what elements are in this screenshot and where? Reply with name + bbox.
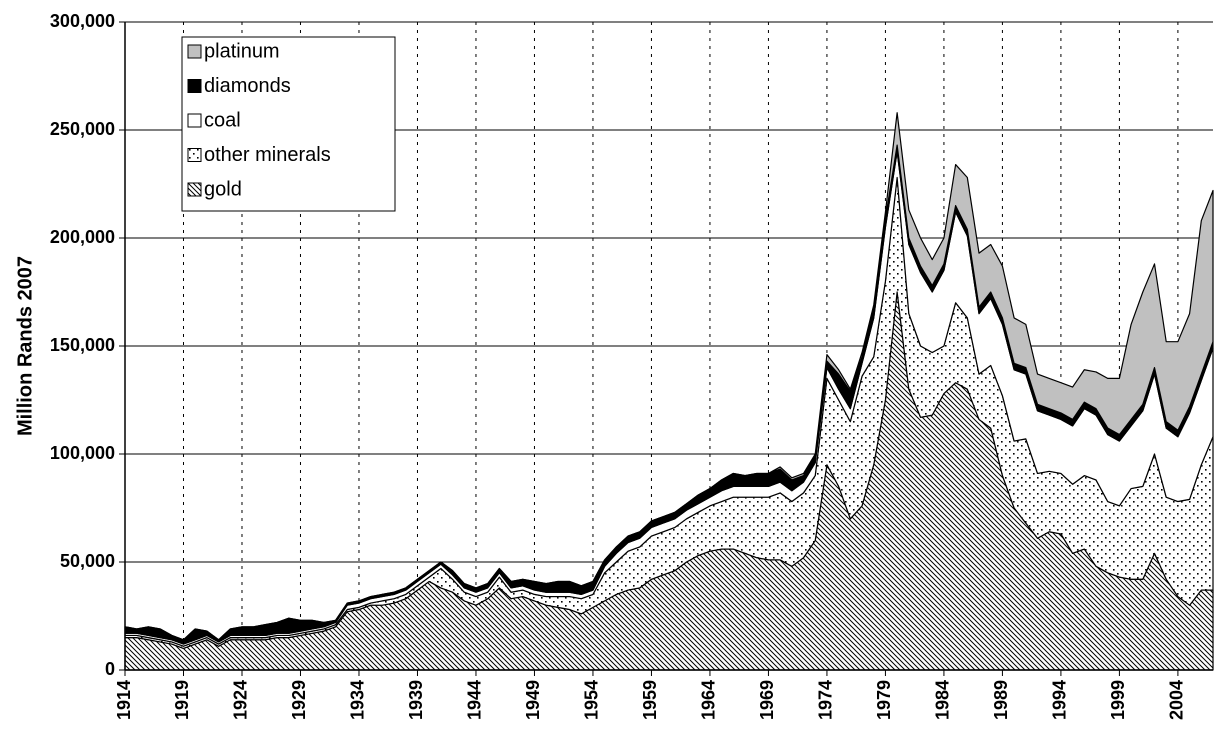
legend-box (181, 36, 396, 212)
areas (124, 112, 1214, 671)
legend-label: coal (204, 109, 241, 131)
y-tick-label: 0 (105, 659, 115, 679)
x-tick-label: 1989 (991, 680, 1011, 720)
x-tick-label: 2004 (1167, 680, 1187, 720)
legend-label: diamonds (204, 75, 291, 97)
x-tick-label: 1954 (582, 680, 602, 720)
x-tick-label: 1914 (114, 680, 134, 720)
x-tick-label: 1949 (523, 680, 543, 720)
area (124, 112, 1214, 641)
x-tick-label: 1939 (406, 680, 426, 720)
y-tick-label: 150,000 (50, 335, 115, 355)
legend-swatch (187, 148, 202, 162)
x-tick-label: 1969 (757, 680, 777, 720)
x-tick-label: 1984 (933, 680, 953, 720)
legend: platinum diamonds coal other minerals gold (181, 36, 396, 212)
legend-swatch (187, 79, 202, 93)
legend-label: platinum (204, 40, 280, 62)
legend-label: gold (204, 178, 242, 200)
x-tick-label: 1934 (348, 680, 368, 720)
x-tick-label: 1994 (1050, 680, 1070, 720)
y-tick-label: 250,000 (50, 119, 115, 139)
y-tick-label: 100,000 (50, 443, 115, 463)
legend-swatch (187, 44, 202, 59)
y-tick-label: 200,000 (50, 227, 115, 247)
y-tick-label: 50,000 (60, 551, 115, 571)
x-tick-label: 1979 (874, 680, 894, 720)
x-tick-label: 1959 (640, 680, 660, 720)
x-tick-label: 1919 (172, 680, 192, 720)
x-tick-label: 1944 (465, 680, 485, 720)
legend-label: other minerals (204, 144, 331, 166)
legend-swatch (187, 182, 202, 197)
y-axis-label: Million Rands 2007 (14, 256, 36, 436)
legend-swatch (187, 113, 202, 128)
x-tick-label: 1999 (1108, 680, 1128, 720)
x-tick-label: 1929 (289, 680, 309, 720)
axes: 0 50,000 100,000 150,000 200,000 250,000 300,0… (50, 11, 1213, 720)
x-tick-label: 1924 (231, 680, 251, 720)
y-tick-label: 300,000 (50, 11, 115, 31)
x-tick-label: 1974 (816, 680, 836, 720)
x-tick-label: 1964 (699, 680, 719, 720)
